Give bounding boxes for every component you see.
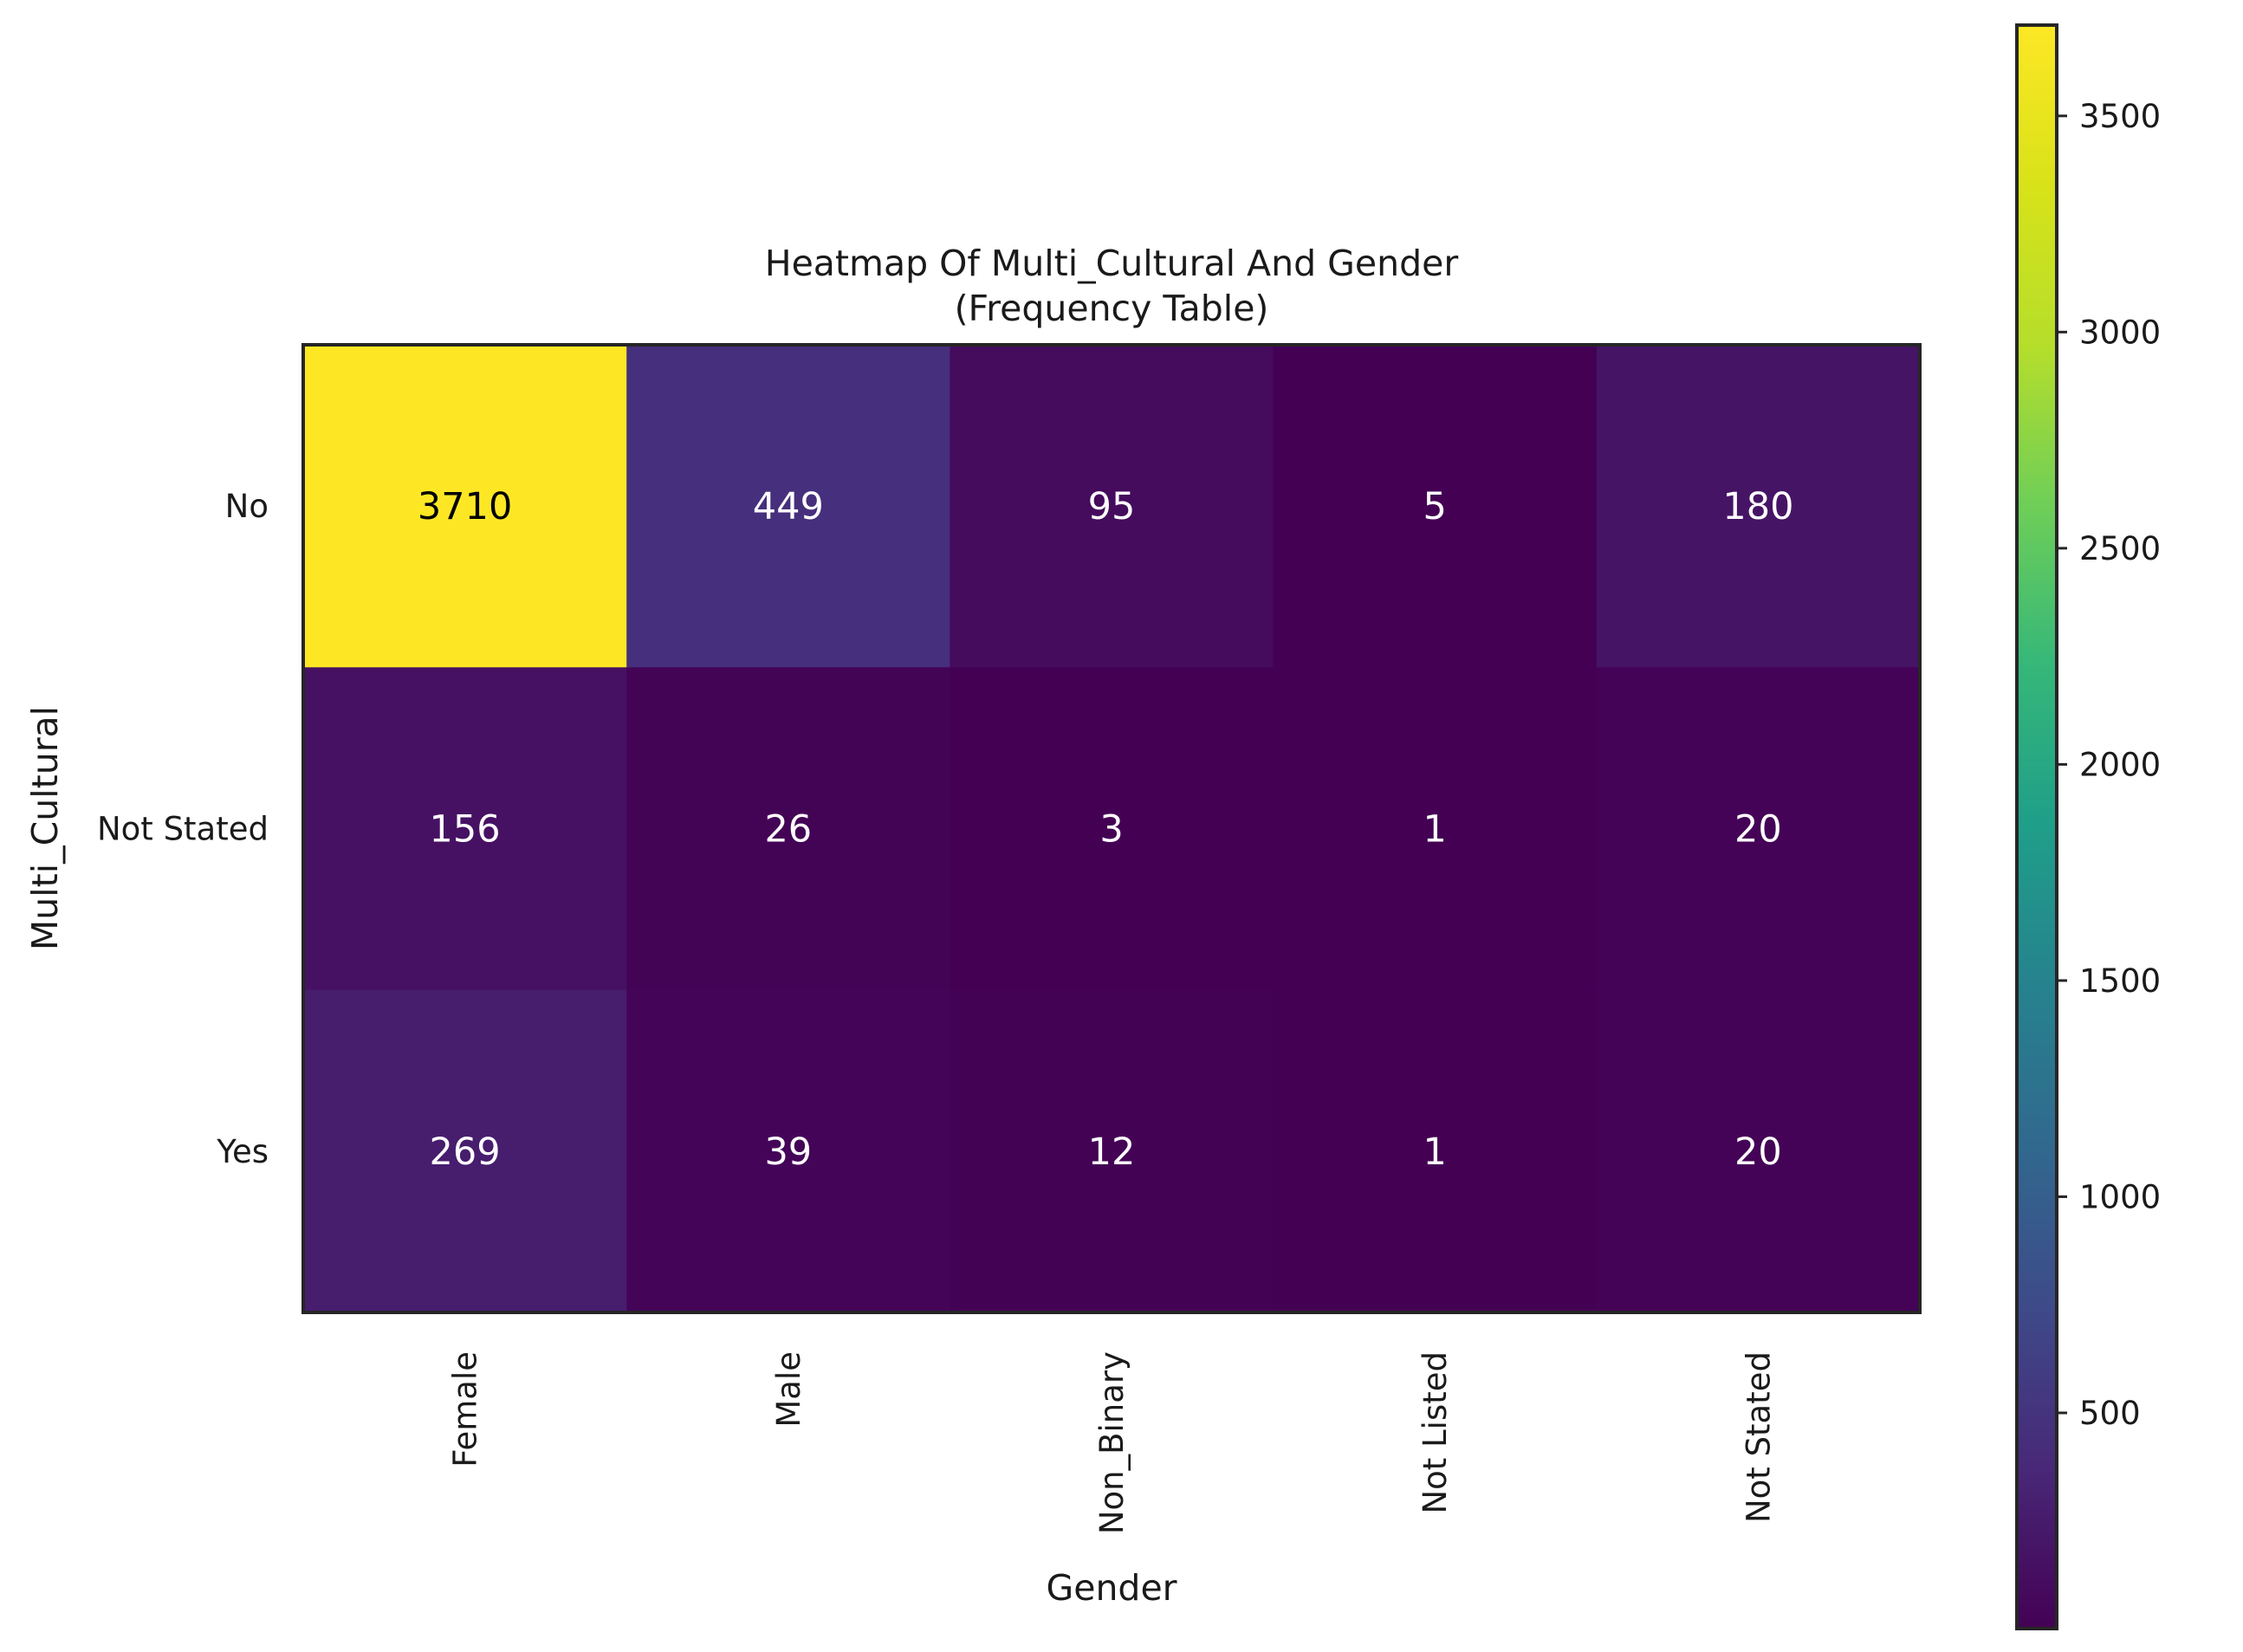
x-axis-label: Gender (1046, 1567, 1177, 1609)
cell-value-label: 20 (1734, 1130, 1782, 1174)
x-tick-label-not-listed: Not Listed (1416, 1351, 1454, 1514)
heatmap-cell-no-non-binary (950, 345, 1274, 668)
x-tick-label-not-stated: Not Stated (1740, 1351, 1777, 1523)
heatmap-cell-labels: 3710 449 95 5 180 156 26 3 1 20 269 39 12 1 20 (418, 485, 1794, 1174)
cell-value-label: 1 (1423, 1130, 1447, 1174)
colorbar-gradient (2017, 25, 2057, 1629)
y-tick-label-not-stated: Not Stated (97, 811, 269, 848)
colorbar-tick-label: 3000 (2079, 314, 2161, 351)
x-tick-label-male: Male (770, 1351, 807, 1428)
y-axis-label: Multi_Cultural (24, 706, 66, 950)
heatmap-cell-yes-not-stated (1596, 989, 1921, 1313)
heatmap-cell-not-stated-male (626, 667, 950, 991)
cell-value-label: 12 (1088, 1130, 1136, 1174)
colorbar-tick-label: 1500 (2079, 962, 2161, 1000)
colorbar-tick-label: 3500 (2079, 98, 2161, 135)
heatmap-cell-yes-non-binary (950, 989, 1274, 1313)
plot-frame (301, 343, 1922, 1314)
heatmap-cell-not-stated-female (303, 667, 627, 991)
x-tick-label-female: Female (447, 1351, 484, 1467)
heatmap-cell-no-not-stated (1596, 345, 1921, 668)
cell-value-label: 26 (764, 808, 812, 852)
heatmap-cell-not-stated-non-binary (950, 667, 1274, 991)
x-tick-label-non-binary: Non_Binary (1093, 1351, 1131, 1534)
heatmap-cell-yes-not-listed (1273, 989, 1598, 1313)
colorbar-tick-label: 500 (2079, 1395, 2141, 1432)
y-axis-ticks: No Not Stated Yes (97, 488, 269, 1170)
colorbar-tick-label: 1000 (2079, 1178, 2161, 1215)
colorbar-frame (2015, 23, 2058, 1630)
cell-value-label: 5 (1423, 485, 1447, 528)
heatmap-cell-not-stated-not-stated (1596, 667, 1921, 991)
y-tick-label-yes: Yes (216, 1133, 269, 1170)
heatmap-cell-no-male (626, 345, 950, 668)
heatmap-cell-no-female (303, 345, 627, 668)
cell-value-label: 95 (1088, 485, 1136, 528)
x-axis-ticks: Female Male Non_Binary Not Listed Not Stated (447, 1351, 1778, 1534)
chart-title: Heatmap Of Multi_Cultural And Gender (765, 243, 1459, 284)
cell-value-label: 156 (430, 808, 501, 852)
heatmap-cell-no-not-listed (1273, 345, 1598, 668)
y-tick-label-no: No (225, 488, 269, 525)
cell-value-label: 3710 (418, 485, 512, 528)
heatmap-cell-not-stated-not-listed (1273, 667, 1598, 991)
cell-value-label: 180 (1722, 485, 1793, 528)
cell-value-label: 449 (753, 485, 824, 528)
cell-value-label: 39 (764, 1130, 812, 1174)
heatmap-cell-yes-female (303, 989, 627, 1313)
heatmap-cell-yes-male (626, 989, 950, 1313)
cell-value-label: 269 (430, 1130, 501, 1174)
colorbar-tick-label: 2500 (2079, 530, 2161, 567)
cell-value-label: 1 (1423, 808, 1447, 852)
colorbar-tick-label: 2000 (2079, 746, 2161, 783)
heatmap-cells (303, 345, 1921, 1313)
cell-value-label: 3 (1099, 808, 1123, 852)
chart-subtitle: (Frequency Table) (955, 288, 1269, 329)
colorbar-ticks: 500 1000 1500 2000 2500 3000 3500 (2057, 98, 2161, 1432)
colorbar: 500 1000 1500 2000 2500 3000 3500 (2015, 23, 2161, 1630)
cell-value-label: 20 (1734, 808, 1782, 852)
